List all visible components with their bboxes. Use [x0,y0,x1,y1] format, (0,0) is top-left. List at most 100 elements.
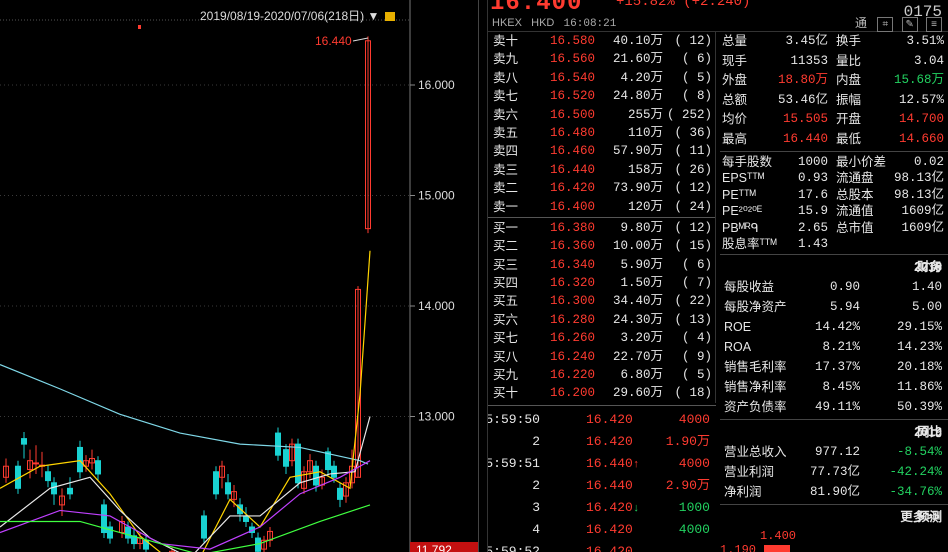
level-price: 16.220 [550,368,596,383]
trade-time: 15:59:50 [488,412,540,427]
chart-icon[interactable]: ⌗ [877,17,894,32]
trade-price: 16.420 [586,431,633,453]
ask-row[interactable]: 卖五 16.480 110万 ( 36) [488,124,715,142]
finance-value-a: 8.45% [822,380,860,395]
candle-body [95,460,101,475]
fundamental-value: 17.6 [797,187,828,202]
finance-value-b: 29.15% [896,320,942,335]
candle-body [169,550,175,552]
candle-body [261,539,267,550]
finance-header-label: 财务 [916,260,942,275]
stat-value: 15.505 [782,112,828,126]
finance-header: 财务 2019 2018 [720,257,948,277]
trade-row[interactable]: 15:59:50 16.420 4000 [488,409,716,431]
trade-price: 16.420↓ [586,497,639,520]
level-volume: 21.60万 [612,52,663,67]
level-label: 卖二 [493,181,519,196]
bid-row[interactable]: 买九 16.220 6.80万 ( 5) [488,366,715,384]
candle-body [243,515,249,522]
lock-icon[interactable] [384,12,395,22]
y-tick-label: 16.000 [418,78,455,92]
stat-value: 11353 [790,53,828,68]
trade-row[interactable]: 15:59:52 16.420 [488,541,716,552]
ask-row[interactable]: 卖七 16.520 24.80万 ( 8) [488,87,715,105]
candle-body [67,487,73,495]
more-link[interactable]: 更多>> [900,510,940,525]
level-volume: 40.10万 [612,34,663,48]
bid-row[interactable]: 买一 16.380 9.80万 ( 12) [488,219,715,237]
ask-row[interactable]: 卖六 16.500 255万( 252) [488,106,715,124]
ask-row[interactable]: 卖三 16.440 158万 ( 26) [488,161,715,179]
ma-line-cyan [0,364,369,465]
bid-row[interactable]: 买七 16.260 3.20万 ( 4) [488,329,715,347]
level-count: ( 4) [681,331,712,346]
bid-row[interactable]: 买五 16.300 34.40万 ( 22) [488,292,715,310]
level-volume: 24.80万 [612,89,663,104]
level-count: ( 9) [681,349,712,364]
high-price-label: 16.440 [315,34,352,48]
bid-row[interactable]: 买四 16.320 1.50万 ( 7) [488,274,715,292]
trade-row[interactable]: 3 16.420↓ 1000 [488,497,716,519]
panel-divider[interactable] [478,0,488,552]
finance-key: 每股收益 [724,280,775,295]
level-label: 卖九 [493,52,519,67]
finance-key: 销售毛利率 [724,360,787,375]
trade-ticks[interactable]: 15:59:50 16.420 4000 2 16.420 1.90万 15:59:51 16… [488,405,716,552]
fundamental-value: 0.02 [913,155,944,169]
edit-icon[interactable]: ✎ [901,17,918,32]
finance-row: 营业利润 77.73亿 -42.24% [720,462,948,482]
ask-row[interactable]: 卖八 16.540 4.20万 ( 5) [488,69,715,87]
ask-row[interactable]: 卖九 16.560 21.60万 ( 6) [488,50,715,68]
stat-key: 开盘 [836,112,862,126]
level-price: 16.460 [550,144,596,159]
finance-value-b: -8.54% [896,445,942,460]
forecast-row[interactable]: 预测 更多>> [720,507,948,527]
quote-panel: 16.400 +15.82% (+2.240) 0175 HKEX HKD 16… [488,0,948,552]
finance-value-b: -34.76% [889,485,942,500]
trade-time: 15:59:52 [488,544,540,552]
stat-value: 53.46亿 [777,92,828,107]
level-label: 买九 [493,368,519,383]
bid-row[interactable]: 买三 16.340 5.90万 ( 6) [488,256,715,274]
trade-time: 2 [532,478,540,493]
ask-row[interactable]: 卖四 16.460 57.90万 ( 11) [488,142,715,160]
stat-key: 最高 [722,131,748,146]
ask-row[interactable]: 卖十 16.580 40.10万 ( 12) [488,32,715,50]
price-change: +15.82% (+2.240) [616,0,751,10]
trade-row[interactable]: 2 16.440 2.90万 [488,475,716,497]
stock-code: 0175 [903,3,942,21]
menu-icon[interactable]: ≡ [926,17,942,32]
candle-body [331,465,337,478]
trade-row[interactable]: 2 16.420 1.90万 [488,431,716,453]
book-divider [488,216,715,218]
tong-icon[interactable]: 通 [854,16,867,30]
finance-row: 营业总收入 977.12 -8.54% [720,442,948,462]
bid-row[interactable]: 买八 16.240 22.70万 ( 9) [488,348,715,366]
fundamental-value: 2.65 [797,220,828,235]
fundamental-key: PBᴹᴿᑫ [722,220,759,235]
trade-price: 16.440↑ [586,453,639,476]
level-count: ( 7) [681,276,712,291]
bid-row[interactable]: 买十 16.200 29.60万 ( 18) [488,384,715,402]
level-price: 16.520 [550,89,596,104]
bid-row[interactable]: 买六 16.280 24.30万 ( 13) [488,311,715,329]
level-count: ( 18) [674,386,712,401]
candlestick-chart[interactable]: 16.000 15.000 14.000 13.000 11.792 16.440 [0,0,478,552]
stat-value: 16.440 [782,131,828,146]
level-price: 16.200 [550,386,596,401]
ask-row[interactable]: 卖一 16.400 120万 ( 24) [488,198,715,216]
level-volume: 6.80万 [620,368,663,383]
dropdown-triangle-icon[interactable]: ▼ [367,9,380,23]
candle-body [201,515,207,539]
bid-row[interactable]: 买二 16.360 10.00万 ( 15) [488,237,715,255]
stat-value: 3.04 [913,53,944,68]
finance-value-a: 77.73亿 [809,465,860,480]
trade-price: 16.440 [586,475,633,497]
trade-row[interactable]: 15:59:51 16.440↑ 4000 [488,453,716,475]
trade-time: 3 [532,500,540,515]
ask-row[interactable]: 卖二 16.420 73.90万 ( 12) [488,179,715,197]
date-range-label[interactable]: 2019/08/19-2020/07/06(218日) ▼ [200,7,395,24]
trade-row[interactable]: 4 16.420 4000 [488,519,716,541]
level-label: 买二 [493,239,519,254]
finance-header: 2019 同比 [720,422,948,442]
